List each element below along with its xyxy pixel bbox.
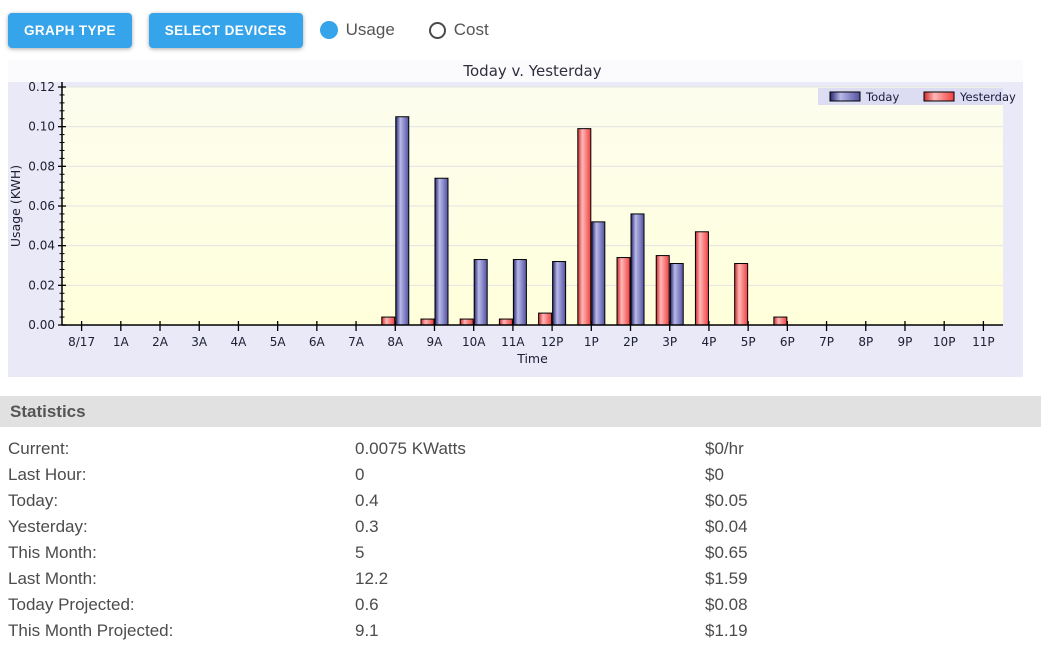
svg-text:9P: 9P bbox=[898, 335, 913, 349]
svg-text:1P: 1P bbox=[584, 335, 599, 349]
usage-radio-selected-icon[interactable] bbox=[319, 21, 338, 39]
stat-value: 0.6 bbox=[355, 595, 379, 614]
stat-row: Yesterday: 0.3 $0.04 bbox=[0, 514, 1041, 540]
stat-label: Last Month: bbox=[8, 569, 97, 588]
svg-text:2A: 2A bbox=[152, 335, 169, 349]
stat-label: Current: bbox=[8, 439, 70, 458]
statistics-section: Statistics Current: 0.0075 KWatts $0/hr Las… bbox=[0, 396, 1041, 644]
cost-radio-unselected-icon[interactable] bbox=[428, 21, 446, 39]
svg-text:7P: 7P bbox=[819, 335, 834, 349]
stat-value: 0 bbox=[355, 465, 365, 484]
svg-text:8/17: 8/17 bbox=[68, 335, 95, 349]
stat-cost: $0.05 bbox=[705, 491, 748, 510]
stat-row: Today Projected: 0.6 $0.08 bbox=[0, 592, 1041, 618]
svg-text:0.10: 0.10 bbox=[28, 120, 55, 134]
svg-text:6P: 6P bbox=[780, 335, 795, 349]
stat-cost: $0.65 bbox=[705, 543, 748, 562]
svg-text:Today: Today bbox=[865, 90, 899, 104]
statistics-header: Statistics bbox=[0, 396, 1041, 427]
svg-text:8P: 8P bbox=[858, 335, 873, 349]
metric-radio-group: Usage Cost bbox=[319, 20, 489, 40]
svg-text:5A: 5A bbox=[270, 335, 287, 349]
stat-label: This Month Projected: bbox=[8, 621, 174, 640]
svg-text:10P: 10P bbox=[933, 335, 956, 349]
stat-row: Last Month: 12.2 $1.59 bbox=[0, 566, 1041, 592]
stat-value: 0.3 bbox=[355, 517, 379, 536]
svg-text:12P: 12P bbox=[541, 335, 564, 349]
svg-text:6A: 6A bbox=[309, 335, 326, 349]
stat-value: 9.1 bbox=[355, 621, 379, 640]
stat-cost: $0 bbox=[705, 465, 724, 484]
graph-type-button[interactable]: GRAPH TYPE bbox=[8, 12, 132, 48]
svg-text:Yesterday: Yesterday bbox=[959, 90, 1016, 104]
stat-row: Last Hour: 0 $0 bbox=[0, 462, 1041, 488]
svg-text:0.08: 0.08 bbox=[28, 159, 55, 173]
stat-row: Today: 0.4 $0.05 bbox=[0, 488, 1041, 514]
svg-text:10A: 10A bbox=[462, 335, 486, 349]
svg-text:0.06: 0.06 bbox=[28, 199, 55, 213]
svg-text:5P: 5P bbox=[741, 335, 756, 349]
stat-label: Today: bbox=[8, 491, 59, 510]
stat-cost: $0/hr bbox=[705, 439, 744, 458]
stat-value: 0.4 bbox=[355, 491, 379, 510]
stat-label: Yesterday: bbox=[8, 517, 88, 536]
toolbar: GRAPH TYPE SELECT DEVICES Usage Cost bbox=[0, 0, 1041, 60]
stat-cost: $1.59 bbox=[705, 569, 748, 588]
svg-text:Time: Time bbox=[516, 351, 548, 366]
svg-text:Today v. Yesterday: Today v. Yesterday bbox=[462, 62, 601, 80]
svg-text:11P: 11P bbox=[972, 335, 995, 349]
stat-row: Current: 0.0075 KWatts $0/hr bbox=[0, 436, 1041, 462]
stat-value: 5 bbox=[355, 543, 365, 562]
stat-label: Last Hour: bbox=[8, 465, 87, 484]
svg-text:0.00: 0.00 bbox=[28, 318, 55, 332]
statistics-table: Current: 0.0075 KWatts $0/hr Last Hour: 0 $0 T… bbox=[0, 427, 1041, 644]
stat-label: Today Projected: bbox=[8, 595, 135, 614]
usage-chart: Today Yesterday 0.00 0.02 0.04 0.06 0.08 0.10 0.… bbox=[8, 60, 1023, 377]
stat-cost: $0.04 bbox=[705, 517, 748, 536]
stat-label: This Month: bbox=[8, 543, 97, 562]
cost-radio-label[interactable]: Cost bbox=[453, 20, 489, 39]
stat-row: This Month: 5 $0.65 bbox=[0, 540, 1041, 566]
usage-radio-label[interactable]: Usage bbox=[345, 20, 395, 39]
svg-text:0.02: 0.02 bbox=[28, 278, 55, 292]
svg-text:Usage (KWH): Usage (KWH) bbox=[8, 165, 23, 247]
svg-text:11A: 11A bbox=[501, 335, 525, 349]
stat-cost: $1.19 bbox=[705, 621, 748, 640]
stat-value: 12.2 bbox=[355, 569, 389, 588]
stat-row: This Month Projected: 9.1 $1.19 bbox=[0, 618, 1041, 644]
svg-text:3A: 3A bbox=[191, 335, 208, 349]
svg-text:7A: 7A bbox=[348, 335, 365, 349]
stat-cost: $0.08 bbox=[705, 595, 748, 614]
svg-text:4P: 4P bbox=[702, 335, 717, 349]
svg-text:0.04: 0.04 bbox=[28, 239, 55, 253]
svg-text:1A: 1A bbox=[113, 335, 130, 349]
svg-text:2P: 2P bbox=[623, 335, 638, 349]
select-devices-button[interactable]: SELECT DEVICES bbox=[148, 12, 303, 48]
svg-text:4A: 4A bbox=[231, 335, 248, 349]
svg-text:3P: 3P bbox=[662, 335, 677, 349]
svg-text:8A: 8A bbox=[387, 335, 404, 349]
svg-text:9A: 9A bbox=[427, 335, 444, 349]
svg-text:0.12: 0.12 bbox=[28, 80, 55, 94]
stat-value: 0.0075 KWatts bbox=[355, 439, 466, 458]
